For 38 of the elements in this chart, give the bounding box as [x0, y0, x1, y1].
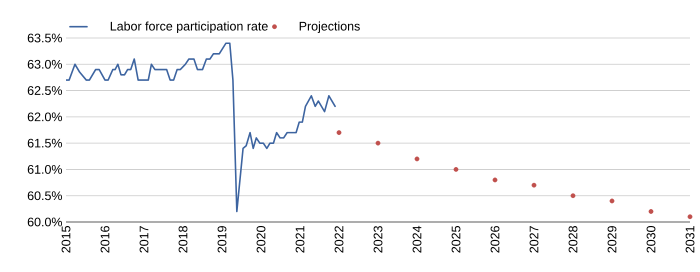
y-tick-label: 62.5%	[28, 86, 62, 95]
x-tick-label: 2020	[256, 226, 266, 253]
x-tick-label: 2026	[490, 226, 500, 253]
point	[376, 140, 380, 146]
y-tick-label: 60.5%	[28, 191, 62, 200]
x-tick-label: 2024	[412, 226, 422, 253]
x-tick-label: 2015	[62, 226, 70, 253]
x-tick-label: 2031	[686, 226, 694, 253]
y-tick-label: 60.0%	[28, 218, 62, 226]
x-tick-label: 2022	[334, 226, 344, 253]
x-tick-label: 2018	[178, 226, 188, 253]
y-tick-label: 61.0%	[28, 165, 62, 174]
x-tick-label: 2023	[374, 226, 382, 253]
point	[532, 182, 536, 188]
legend-label: Projections	[300, 21, 360, 34]
point	[610, 198, 614, 204]
point	[492, 178, 498, 182]
point	[570, 193, 576, 198]
legend-label: Labor force participation rate	[110, 21, 268, 34]
point	[414, 156, 420, 162]
point	[454, 167, 458, 172]
point	[648, 209, 654, 214]
y-tick-label: 63.5%	[28, 34, 62, 42]
x-tick-label: 2017	[140, 226, 148, 253]
point	[688, 214, 692, 220]
x-tick-label: 2025	[452, 226, 460, 253]
x-tick-label: 2028	[568, 226, 578, 253]
y-tick-label: 63.0%	[28, 60, 62, 69]
point	[336, 130, 342, 136]
y-tick-label: 62.0%	[28, 112, 62, 122]
x-tick-label: 2029	[608, 226, 616, 253]
x-tick-label: 2019	[218, 226, 226, 253]
line-series	[66, 42, 336, 212]
x-tick-label: 2021	[296, 226, 304, 253]
x-tick-label: 2030	[646, 226, 656, 253]
x-tick-label: 2016	[100, 226, 110, 253]
y-tick-label: 61.5%	[28, 138, 62, 148]
x-tick-label: 2027	[530, 226, 538, 253]
